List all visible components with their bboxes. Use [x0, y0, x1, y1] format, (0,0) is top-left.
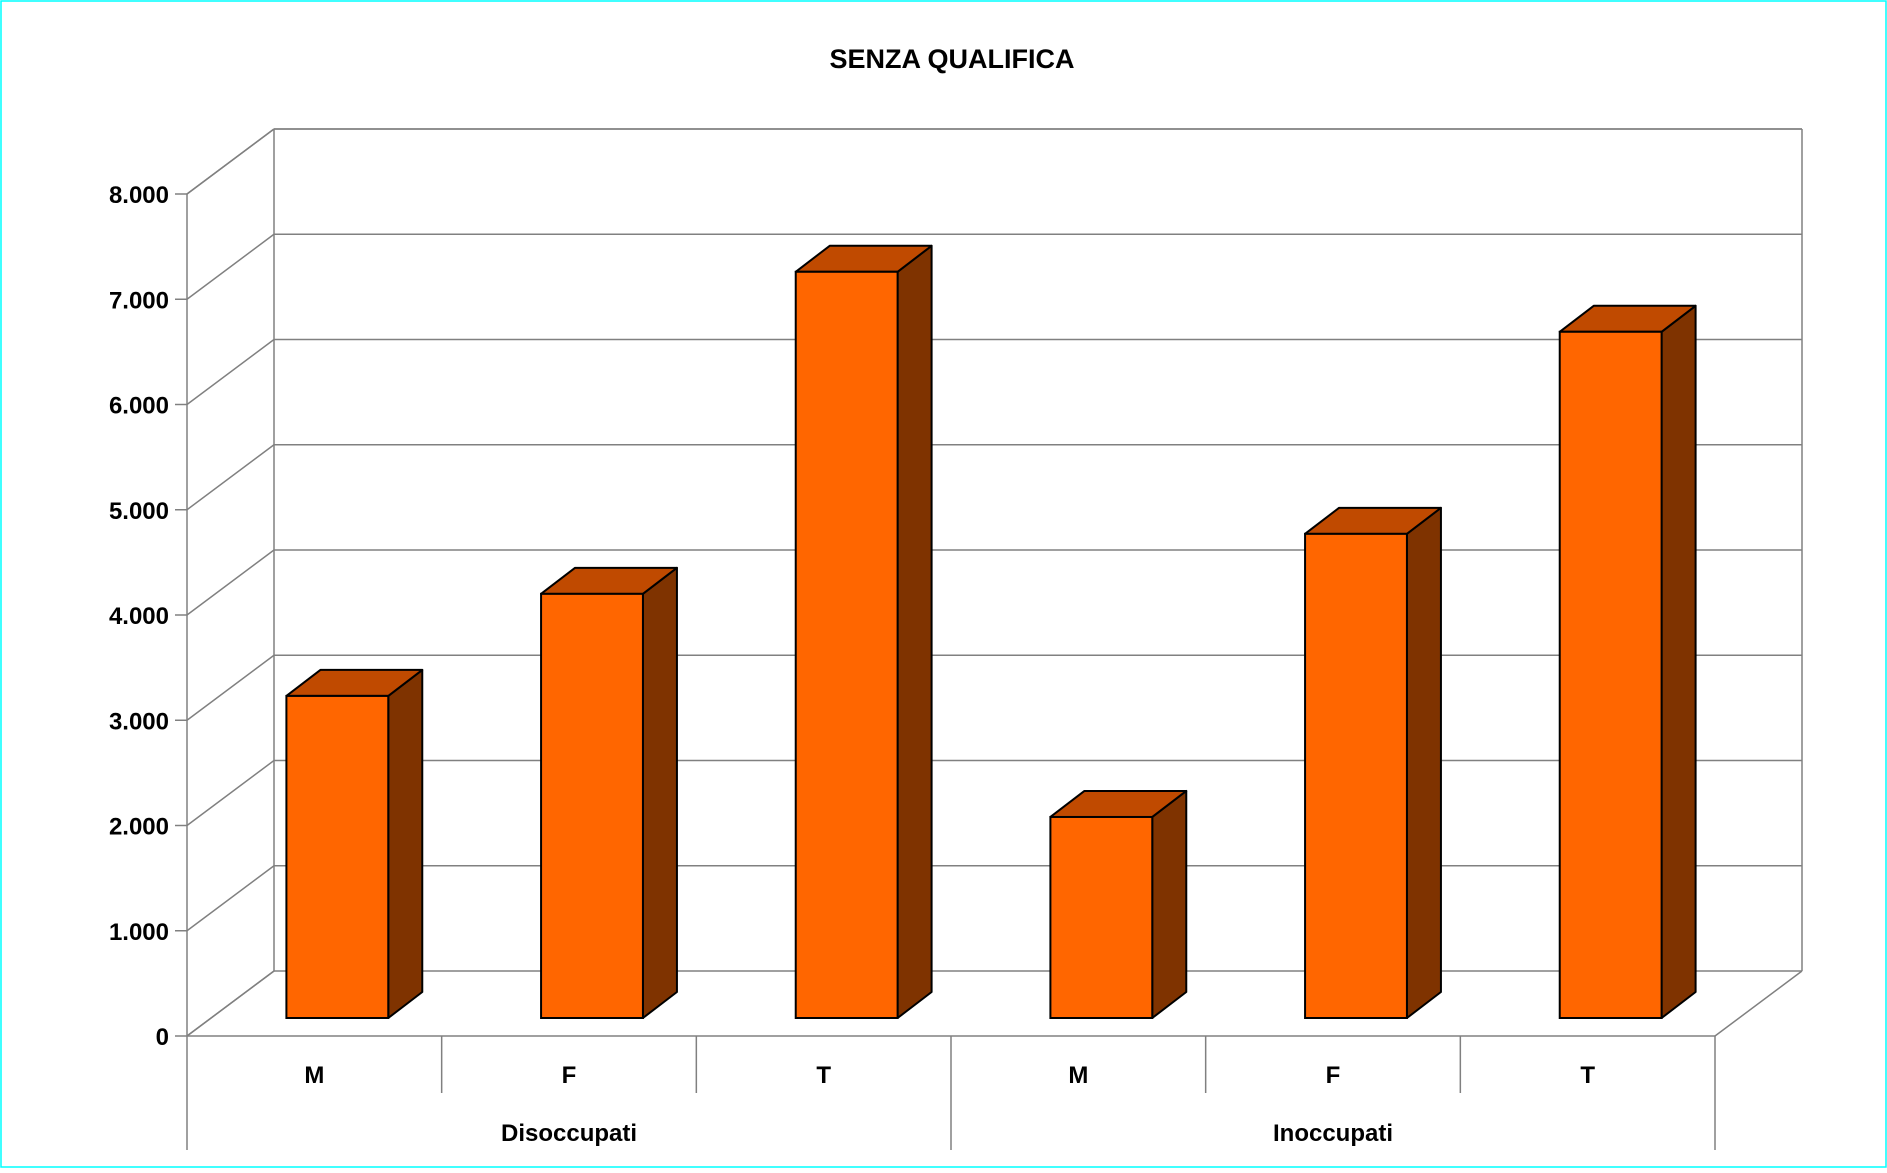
- bar-front: [794, 270, 899, 1019]
- y-tick-label: 3.000: [109, 708, 169, 735]
- x-tick-label: T: [1580, 1062, 1595, 1089]
- x-axis: M F T Disoccupati M F T Inoccupati: [186, 1035, 1716, 1150]
- bar-inoccupati-f: [1304, 506, 1442, 1019]
- bar-front: [1558, 330, 1663, 1019]
- floor-right: [1714, 970, 1803, 1037]
- bar-disoccupati-t: [794, 244, 933, 1019]
- bars: [285, 244, 1697, 1020]
- gridline-side: [186, 549, 275, 616]
- group-label: Inoccupati: [1273, 1120, 1393, 1147]
- group-label: Disoccupati: [501, 1120, 637, 1147]
- gridline-side: [186, 654, 275, 721]
- x-tick-label: T: [816, 1062, 831, 1089]
- y-tick-label: 7.000: [109, 287, 169, 314]
- x-tick-label: M: [304, 1062, 324, 1089]
- gridline-side: [186, 970, 275, 1037]
- gridline-side: [186, 444, 275, 511]
- x-tick-label: M: [1068, 1062, 1088, 1089]
- y-tick-label: 0: [156, 1024, 169, 1051]
- bar-side: [641, 566, 678, 1019]
- y-tick-label: 2.000: [109, 814, 169, 841]
- bar-inoccupati-m: [1049, 789, 1188, 1019]
- y-tick-label: 8.000: [109, 182, 169, 209]
- gridline-side: [186, 865, 275, 932]
- y-tick-label: 6.000: [109, 393, 169, 420]
- gridlines: [186, 128, 1803, 1037]
- gridline-side: [186, 759, 275, 827]
- bar-side: [1405, 506, 1442, 1019]
- gridline-side: [186, 128, 275, 195]
- x-tick-label: F: [562, 1062, 577, 1089]
- bar-front: [285, 694, 390, 1019]
- bar-front: [540, 592, 644, 1020]
- bar-front: [1304, 532, 1408, 1019]
- gridline-side: [186, 233, 275, 300]
- bar-side: [896, 244, 933, 1019]
- x-tick-label: F: [1326, 1062, 1341, 1089]
- bar-front: [1049, 815, 1154, 1019]
- y-tick-label: 1.000: [109, 919, 169, 946]
- bar-inoccupati-t: [1558, 304, 1697, 1019]
- bar-side: [1151, 789, 1188, 1019]
- chart-title: SENZA QUALIFICA: [830, 44, 1075, 74]
- bar-side: [1660, 304, 1697, 1019]
- gridline-side: [186, 338, 275, 406]
- bar-disoccupati-m: [285, 668, 424, 1019]
- bar-side: [387, 668, 424, 1019]
- y-tick-label: 4.000: [109, 603, 169, 630]
- y-tick-label: 5.000: [109, 498, 169, 525]
- y-axis: 0 1.000 2.000 3.000 4.000 5.000 6.000 7.000 8.00…: [109, 182, 188, 1051]
- bar-disoccupati-f: [540, 566, 678, 1020]
